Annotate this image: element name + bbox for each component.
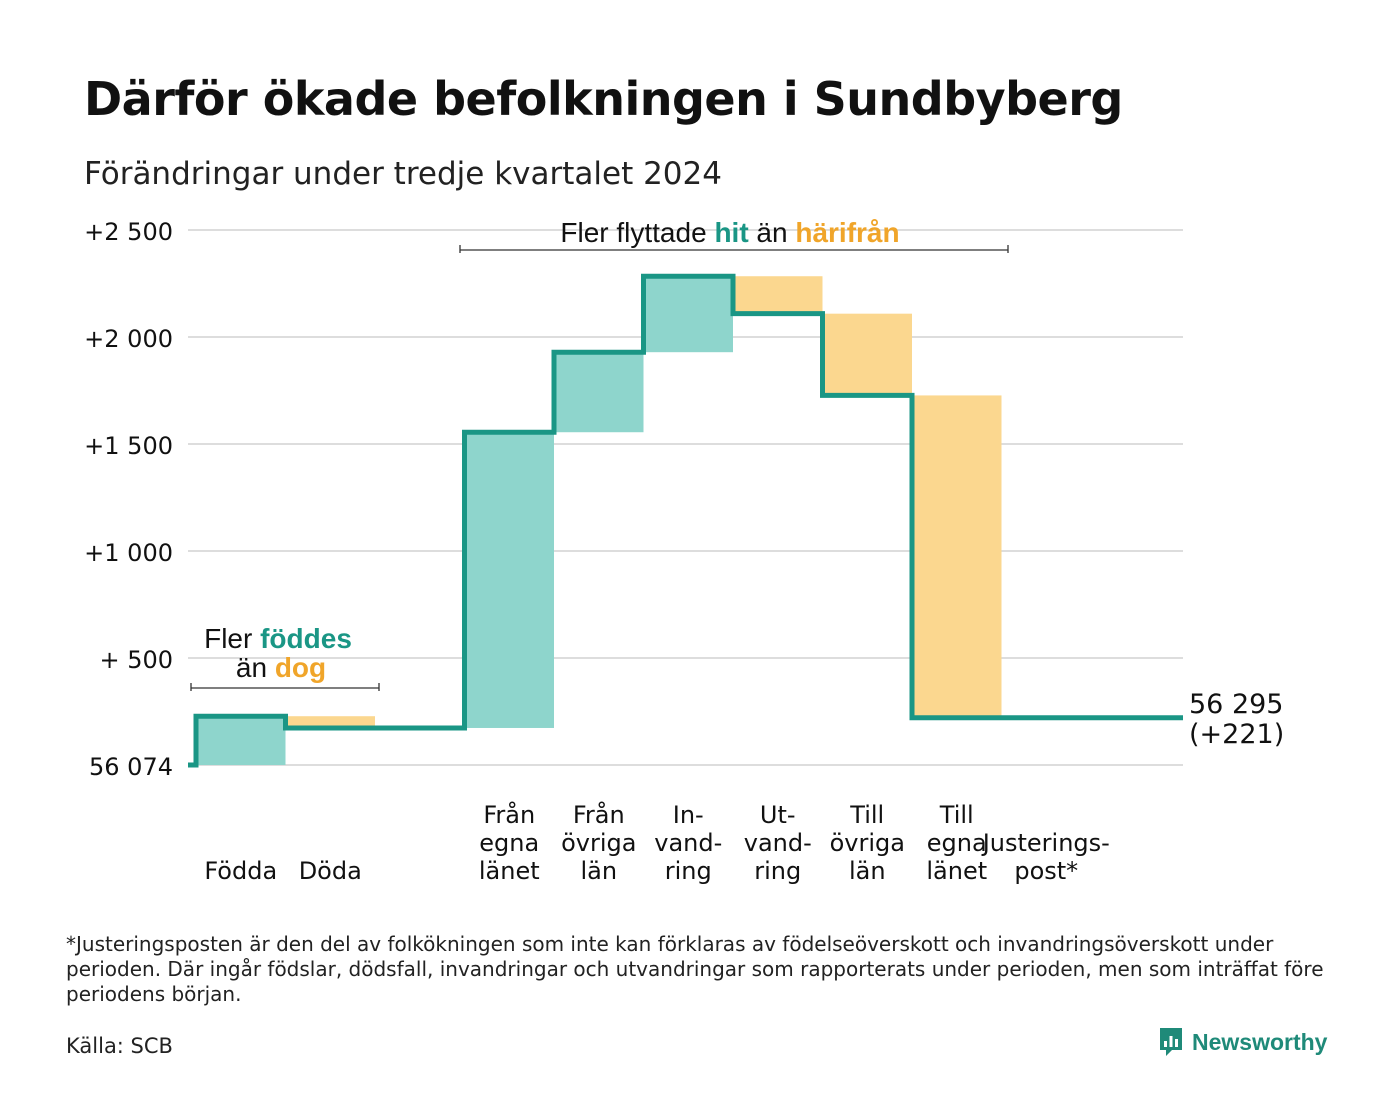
waterfall-bar [464, 432, 554, 728]
svg-text:Fler föddes: Fler föddes [204, 623, 352, 654]
y-tick-label: +1 000 [84, 539, 173, 567]
chart-title: Därför ökade befolkningen i Sundbyberg [84, 72, 1123, 126]
y-tick-label: +2 500 [84, 218, 173, 246]
cumulative-step-line [188, 273, 1183, 768]
x-category-label: Födda [204, 857, 277, 885]
births-annotation-accent: föddes [260, 623, 352, 654]
newsworthy-logo: Newsworthy [1158, 1026, 1327, 1058]
source-label: Källa: SCB [66, 1034, 173, 1058]
x-category-label: Från övriga län [561, 800, 636, 885]
waterfall-bar [285, 716, 375, 728]
newsworthy-chart-icon [1160, 1028, 1182, 1056]
deaths-annotation-accent: dog [275, 652, 326, 683]
waterfall-bar [196, 716, 286, 765]
migration-annotation-bracket [459, 245, 1009, 253]
migration-annotation: Fler flyttade hit än härifrån [459, 217, 1009, 253]
x-category-label: Till egna länet [926, 801, 987, 885]
waterfall-bar [912, 395, 1002, 718]
footnote: *Justeringsposten är den del av folkökni… [66, 932, 1324, 1006]
deaths-annotation-prefix: än [236, 652, 275, 683]
waterfall-bar [733, 276, 823, 314]
y-tick-label: + 500 [99, 646, 173, 674]
waterfall-chart: 56 074 + 500 +1 000 +1 500 +2 000 +2 500 Född… [84, 217, 1284, 885]
migration-annotation-prefix: Fler flyttade [560, 217, 714, 248]
y-tick-label: +2 000 [84, 325, 173, 353]
x-category-label: In-vand-ring [654, 801, 722, 885]
births-annotation-bracket [190, 683, 380, 691]
svg-text:Fler flyttade hit än härifrån: Fler flyttade hit än härifrån [560, 217, 899, 248]
x-category-label: Ut-vand-ring [744, 801, 812, 885]
end-change: (+221) [1189, 719, 1284, 750]
y-tick-label: 56 074 [89, 753, 173, 781]
svg-text:än dog: än dog [236, 652, 326, 683]
end-value: 56 295 [1189, 689, 1283, 720]
y-tick-label: +1 500 [84, 432, 173, 460]
waterfall-bar [822, 313, 912, 396]
x-category-label: Justerings-post* [981, 829, 1110, 885]
chart-subtitle: Förändringar under tredje kvartalet 2024 [84, 156, 722, 192]
x-category-label: Från egna länet [479, 800, 540, 885]
migration-annotation-accent-hit: hit [714, 217, 748, 248]
births-annotation-prefix: Fler [204, 623, 260, 654]
waterfall-bar [643, 276, 733, 353]
x-category-label: Till övriga län [830, 801, 905, 885]
x-category-label: Döda [299, 857, 362, 885]
migration-annotation-accent-harifran: härifrån [795, 217, 899, 248]
migration-annotation-middle: än [749, 217, 796, 248]
births-annotation: Fler föddes än dog [190, 623, 380, 691]
brand-name: Newsworthy [1192, 1028, 1328, 1055]
waterfall-bar [554, 352, 644, 433]
end-value-label: 56 295 (+221) [1189, 689, 1284, 750]
